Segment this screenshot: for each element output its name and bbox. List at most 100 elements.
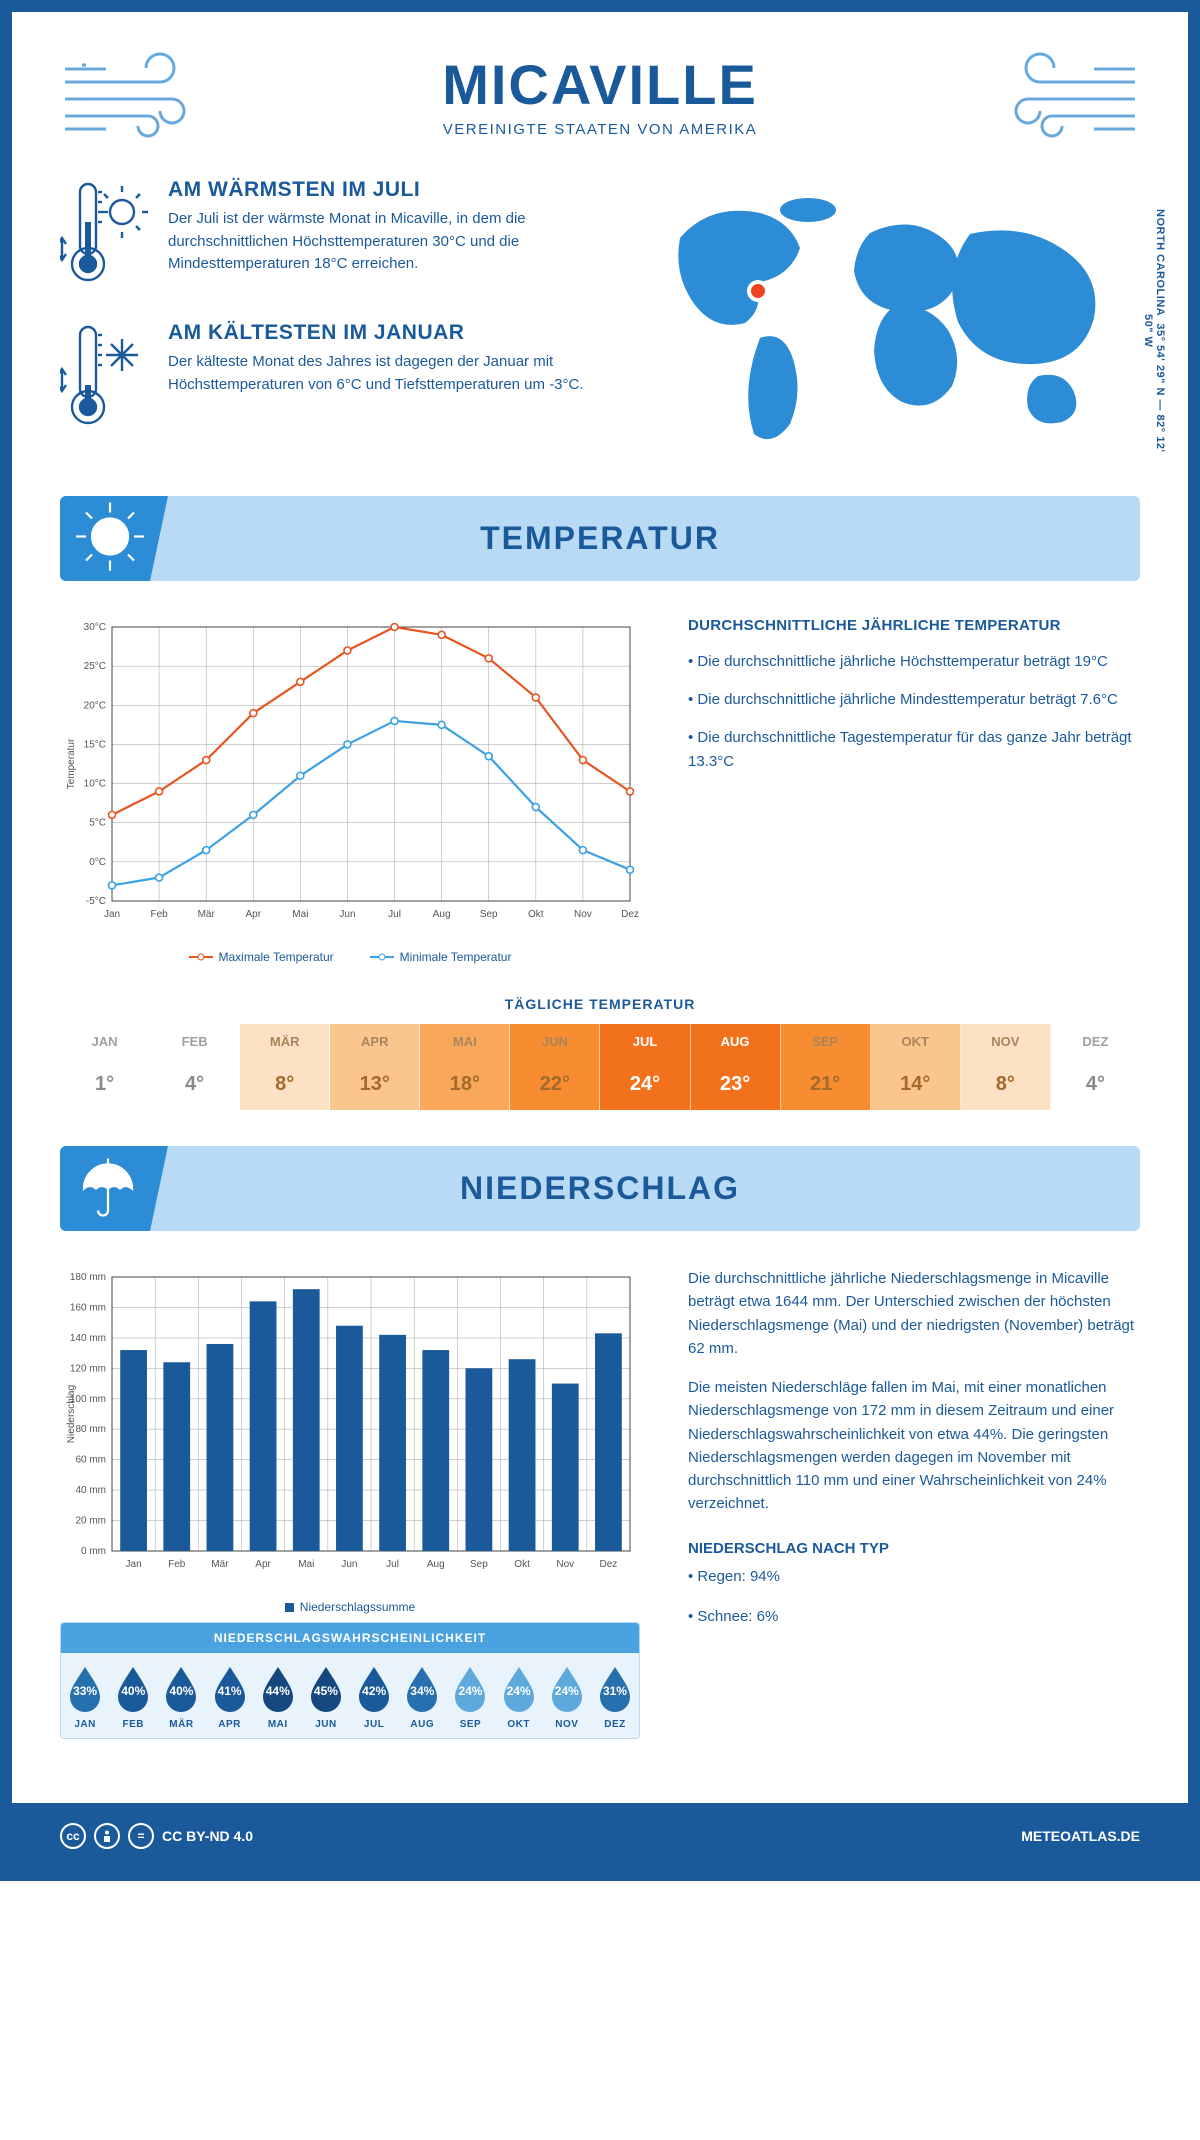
sun-icon xyxy=(70,496,150,581)
annual-temp-heading: DURCHSCHNITTLICHE JÄHRLICHE TEMPERATUR xyxy=(688,617,1140,634)
precip-heading: NIEDERSCHLAG xyxy=(60,1170,1140,1207)
svg-text:120 mm: 120 mm xyxy=(70,1363,106,1374)
prob-cell: 24%SEP xyxy=(446,1653,494,1738)
svg-text:Mär: Mär xyxy=(211,1559,229,1570)
warmest-title: AM WÄRMSTEN IM JULI xyxy=(168,178,616,202)
precip-banner: NIEDERSCHLAG xyxy=(60,1146,1140,1231)
svg-text:Mai: Mai xyxy=(298,1559,314,1570)
daily-temp-cell: AUG23° xyxy=(691,1024,781,1110)
prob-cell: 45%JUN xyxy=(302,1653,350,1738)
page-subtitle: VEREINIGTE STAATEN VON AMERIKA xyxy=(60,121,1140,138)
svg-text:Aug: Aug xyxy=(433,909,451,920)
temperature-banner: TEMPERATUR xyxy=(60,496,1140,581)
source-text: METEOATLAS.DE xyxy=(1021,1828,1140,1844)
by-icon xyxy=(94,1823,120,1849)
prob-cell: 34%AUG xyxy=(398,1653,446,1738)
prob-title: NIEDERSCHLAGSWAHRSCHEINLICHKEIT xyxy=(61,1623,639,1653)
daily-temp-cell: JUL24° xyxy=(600,1024,690,1110)
daily-temp-cell: SEP21° xyxy=(781,1024,871,1110)
svg-text:-5°C: -5°C xyxy=(86,896,106,907)
svg-text:Jan: Jan xyxy=(104,909,120,920)
precip-type-heading: NIEDERSCHLAG NACH TYP xyxy=(688,1540,1140,1557)
prob-cell: 41%APR xyxy=(206,1653,254,1738)
svg-text:180 mm: 180 mm xyxy=(70,1272,106,1283)
svg-text:Dez: Dez xyxy=(600,1559,618,1570)
svg-text:160 mm: 160 mm xyxy=(70,1302,106,1313)
prob-cell: 24%NOV xyxy=(543,1653,591,1738)
svg-text:20°C: 20°C xyxy=(84,700,106,711)
coordinates: NORTH CAROLINA 35° 54' 29" N — 82° 12' 5… xyxy=(1142,198,1166,463)
legend-min-temp: Minimale Temperatur xyxy=(370,950,512,964)
svg-text:Nov: Nov xyxy=(556,1559,574,1570)
daily-temp-cell: DEZ4° xyxy=(1051,1024,1140,1110)
umbrella-icon xyxy=(70,1148,146,1229)
coldest-text: Der kälteste Monat des Jahres ist dagege… xyxy=(168,351,616,396)
prob-cell: 40%MÄR xyxy=(157,1653,205,1738)
thermometer-snow-icon xyxy=(60,321,150,436)
svg-text:Feb: Feb xyxy=(150,909,168,920)
precip-bar-chart: 0 mm20 mm40 mm60 mm80 mm100 mm120 mm140 … xyxy=(60,1267,640,1587)
daily-temp-title: TÄGLICHE TEMPERATUR xyxy=(60,996,1140,1012)
footer: cc = CC BY-ND 4.0 METEOATLAS.DE xyxy=(12,1803,1188,1869)
daily-temp-cell: OKT14° xyxy=(871,1024,961,1110)
precip-text-2: Die meisten Niederschläge fallen im Mai,… xyxy=(688,1376,1140,1516)
annual-temp-bullet: • Die durchschnittliche Tagestemperatur … xyxy=(688,726,1140,774)
annual-temp-bullet: • Die durchschnittliche jährliche Höchst… xyxy=(688,650,1140,674)
svg-text:15°C: 15°C xyxy=(84,739,106,750)
svg-text:Feb: Feb xyxy=(168,1559,186,1570)
svg-text:Jun: Jun xyxy=(339,909,355,920)
svg-text:140 mm: 140 mm xyxy=(70,1333,106,1344)
svg-text:Mai: Mai xyxy=(292,909,308,920)
svg-text:Temperatur: Temperatur xyxy=(66,738,77,789)
world-map xyxy=(640,178,1140,458)
prob-cell: 31%DEZ xyxy=(591,1653,639,1738)
prob-cell: 24%OKT xyxy=(495,1653,543,1738)
temperature-line-chart: -5°C 0°C 5°C 10°C 15°C 20°C 25°C 30°C Jan Feb Mär A… xyxy=(60,617,640,937)
svg-text:Jan: Jan xyxy=(126,1559,142,1570)
svg-text:80 mm: 80 mm xyxy=(75,1424,106,1435)
daily-temp-cell: JUN22° xyxy=(510,1024,600,1110)
annual-temp-bullet: • Die durchschnittliche jährliche Mindes… xyxy=(688,688,1140,712)
svg-text:30°C: 30°C xyxy=(84,622,106,633)
nd-icon: = xyxy=(128,1823,154,1849)
svg-text:0°C: 0°C xyxy=(89,857,106,868)
legend-max-temp: Maximale Temperatur xyxy=(189,950,334,964)
coldest-title: AM KÄLTESTEN IM JANUAR xyxy=(168,321,616,345)
svg-text:10°C: 10°C xyxy=(84,779,106,790)
prob-cell: 40%FEB xyxy=(109,1653,157,1738)
thermometer-sun-icon xyxy=(60,178,150,293)
license-text: CC BY-ND 4.0 xyxy=(162,1828,253,1844)
svg-text:60 mm: 60 mm xyxy=(75,1455,106,1466)
wind-icon xyxy=(60,52,200,147)
warmest-text: Der Juli ist der wärmste Monat in Micavi… xyxy=(168,208,616,276)
temperature-heading: TEMPERATUR xyxy=(60,520,1140,557)
daily-temp-cell: MAI18° xyxy=(420,1024,510,1110)
svg-text:Dez: Dez xyxy=(621,909,639,920)
svg-text:Sep: Sep xyxy=(480,909,498,920)
daily-temp-cell: JAN1° xyxy=(60,1024,150,1110)
precip-text-1: Die durchschnittliche jährliche Niedersc… xyxy=(688,1267,1140,1360)
page-title: MICAVILLE xyxy=(60,52,1140,117)
svg-text:Jul: Jul xyxy=(386,1559,399,1570)
svg-text:0 mm: 0 mm xyxy=(81,1546,106,1557)
svg-text:25°C: 25°C xyxy=(84,661,106,672)
svg-text:40 mm: 40 mm xyxy=(75,1485,106,1496)
precip-type-bullet: • Schnee: 6% xyxy=(688,1605,1140,1629)
cc-icon: cc xyxy=(60,1823,86,1849)
daily-temp-cell: APR13° xyxy=(330,1024,420,1110)
svg-text:Nov: Nov xyxy=(574,909,592,920)
svg-text:Okt: Okt xyxy=(514,1559,530,1570)
precip-type-bullet: • Regen: 94% xyxy=(688,1565,1140,1589)
svg-text:Mär: Mär xyxy=(198,909,216,920)
svg-text:5°C: 5°C xyxy=(89,818,106,829)
daily-temp-cell: MÄR8° xyxy=(240,1024,330,1110)
svg-text:Niederschlag: Niederschlag xyxy=(66,1385,77,1443)
svg-text:Apr: Apr xyxy=(255,1559,271,1570)
svg-text:Apr: Apr xyxy=(245,909,261,920)
svg-text:Okt: Okt xyxy=(528,909,544,920)
daily-temp-cell: NOV8° xyxy=(961,1024,1051,1110)
svg-text:20 mm: 20 mm xyxy=(75,1516,106,1527)
svg-text:Jul: Jul xyxy=(388,909,401,920)
legend-precip-sum: Niederschlagssumme xyxy=(285,1600,415,1614)
svg-text:Sep: Sep xyxy=(470,1559,488,1570)
